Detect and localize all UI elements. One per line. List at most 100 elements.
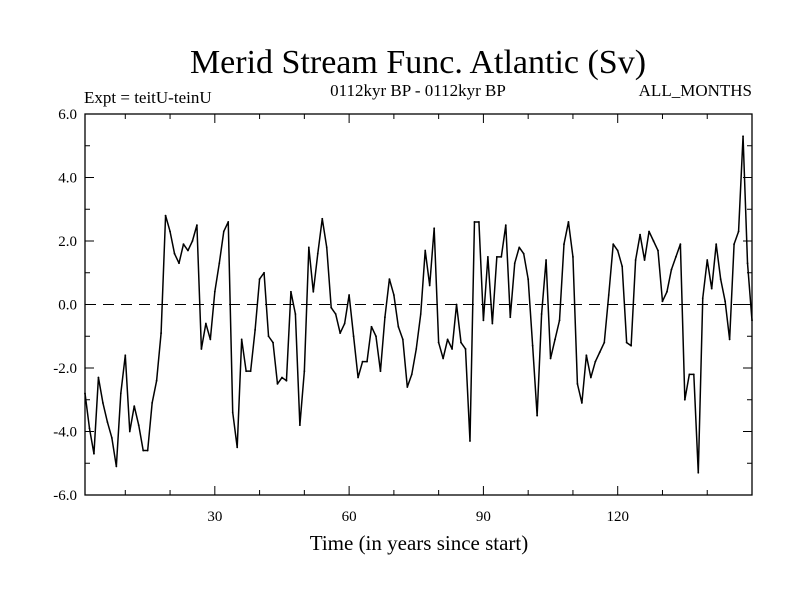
plot-frame bbox=[84, 113, 753, 496]
data-point bbox=[674, 255, 677, 258]
data-point bbox=[151, 402, 154, 404]
data-point bbox=[715, 243, 718, 246]
data-point bbox=[451, 348, 453, 350]
data-point bbox=[178, 262, 180, 265]
data-point bbox=[603, 341, 606, 344]
data-point bbox=[209, 338, 212, 341]
data-point bbox=[258, 278, 261, 280]
data-point bbox=[661, 300, 664, 303]
data-point bbox=[110, 436, 113, 439]
data-point bbox=[388, 278, 391, 280]
data-point bbox=[142, 449, 145, 452]
data-point bbox=[290, 290, 292, 293]
data-point bbox=[545, 259, 547, 261]
data-point bbox=[527, 278, 530, 280]
data-point bbox=[558, 319, 561, 322]
data-point bbox=[531, 344, 534, 347]
y-tick-label: -4.0 bbox=[53, 425, 77, 441]
data-point bbox=[513, 262, 516, 265]
data-point bbox=[563, 243, 565, 246]
data-point bbox=[419, 313, 422, 315]
data-point bbox=[384, 316, 386, 319]
chart-title: Merid Stream Func. Atlantic (Sv) bbox=[190, 44, 646, 81]
data-point bbox=[191, 240, 194, 242]
data-point bbox=[643, 259, 646, 261]
data-point bbox=[630, 344, 633, 347]
data-point bbox=[580, 402, 583, 404]
data-point bbox=[352, 335, 355, 338]
data-point bbox=[294, 313, 297, 315]
data-point bbox=[639, 233, 641, 236]
data-point bbox=[401, 338, 404, 341]
data-point bbox=[254, 329, 257, 331]
data-point bbox=[312, 290, 315, 293]
data-point bbox=[88, 427, 91, 430]
data-point bbox=[281, 376, 283, 379]
data-point bbox=[106, 421, 109, 423]
data-point bbox=[330, 306, 333, 309]
data-point bbox=[164, 214, 167, 217]
data-point bbox=[204, 322, 207, 325]
data-point bbox=[652, 240, 655, 242]
data-point bbox=[93, 452, 95, 455]
data-point bbox=[272, 341, 274, 344]
data-point bbox=[115, 465, 118, 468]
data-point bbox=[724, 300, 727, 303]
data-point bbox=[701, 297, 704, 300]
data-point bbox=[670, 268, 673, 271]
data-point bbox=[196, 224, 198, 227]
data-point bbox=[316, 252, 319, 255]
data-point bbox=[478, 221, 480, 223]
data-point bbox=[366, 360, 368, 363]
data-point bbox=[428, 284, 431, 287]
data-point bbox=[719, 278, 722, 280]
data-point bbox=[486, 255, 489, 258]
data-point bbox=[733, 243, 735, 246]
data-point bbox=[410, 373, 413, 376]
data-point bbox=[128, 430, 131, 433]
data-point bbox=[625, 341, 628, 344]
data-point bbox=[218, 262, 221, 265]
series-points bbox=[84, 135, 753, 474]
data-point bbox=[97, 376, 100, 379]
data-point bbox=[518, 246, 521, 249]
data-point bbox=[169, 230, 171, 233]
subtitle-experiment: Expt = teitU-teinU bbox=[84, 88, 212, 107]
data-point bbox=[392, 294, 395, 296]
data-point bbox=[455, 303, 458, 306]
data-point bbox=[540, 313, 543, 315]
y-tick-label: 0.0 bbox=[58, 298, 77, 314]
y-tick-label: -6.0 bbox=[53, 488, 77, 504]
y-tick-label: 4.0 bbox=[58, 171, 77, 187]
data-point bbox=[607, 294, 610, 296]
data-point bbox=[657, 249, 659, 252]
data-point bbox=[406, 386, 409, 388]
data-point bbox=[303, 370, 306, 373]
data-point bbox=[334, 313, 337, 315]
data-point bbox=[119, 392, 122, 395]
data-point bbox=[697, 471, 700, 474]
data-point bbox=[397, 325, 400, 328]
data-point bbox=[285, 379, 288, 382]
data-point bbox=[491, 322, 494, 325]
data-point bbox=[495, 255, 498, 258]
data-point bbox=[240, 338, 243, 341]
data-point bbox=[500, 255, 503, 258]
data-point bbox=[504, 224, 507, 227]
data-point bbox=[249, 370, 252, 373]
data-point bbox=[688, 373, 691, 376]
data-point bbox=[173, 252, 176, 255]
data-point bbox=[339, 332, 342, 334]
data-point bbox=[263, 271, 265, 274]
x-tick-label: 90 bbox=[476, 509, 491, 525]
data-point bbox=[146, 449, 149, 452]
data-point bbox=[482, 319, 485, 322]
data-point bbox=[612, 243, 615, 246]
data-point bbox=[549, 357, 552, 360]
data-point bbox=[469, 440, 471, 442]
data-point bbox=[710, 287, 713, 290]
data-point bbox=[424, 249, 427, 252]
data-point bbox=[133, 405, 136, 407]
data-point bbox=[648, 230, 650, 233]
